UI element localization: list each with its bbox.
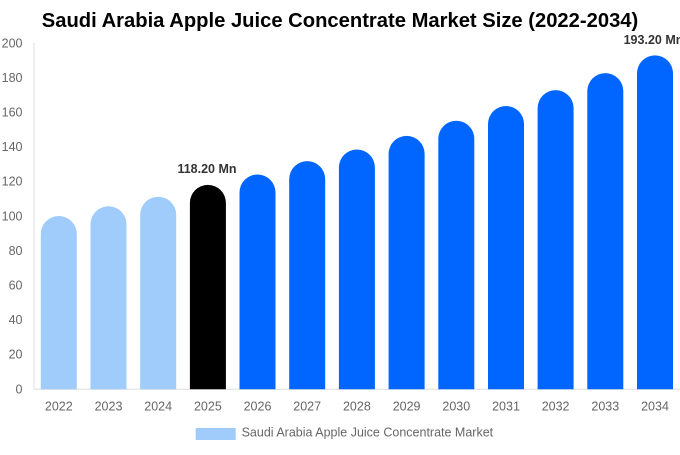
svg-text:118.20 Mn: 118.20 Mn: [177, 162, 236, 176]
svg-text:2023: 2023: [95, 399, 123, 413]
svg-text:100: 100: [2, 209, 23, 223]
svg-text:2033: 2033: [591, 399, 619, 413]
svg-text:120: 120: [2, 175, 23, 189]
svg-text:2030: 2030: [442, 399, 470, 413]
svg-text:2024: 2024: [144, 399, 172, 413]
svg-text:193.20 Mn: 193.20 Mn: [624, 33, 680, 47]
svg-text:2025: 2025: [194, 399, 222, 413]
svg-text:80: 80: [9, 244, 23, 258]
svg-text:2022: 2022: [45, 399, 73, 413]
svg-text:2031: 2031: [492, 399, 520, 413]
svg-text:200: 200: [2, 36, 23, 50]
svg-text:2034: 2034: [641, 399, 669, 413]
svg-text:60: 60: [9, 279, 23, 293]
svg-text:2026: 2026: [244, 399, 272, 413]
svg-text:140: 140: [2, 140, 23, 154]
svg-text:Saudi Arabia Apple Juice Conce: Saudi Arabia Apple Juice Concentrate Mar…: [242, 426, 494, 440]
svg-text:180: 180: [2, 71, 23, 85]
svg-text:2028: 2028: [343, 399, 371, 413]
svg-text:2029: 2029: [393, 399, 421, 413]
svg-text:40: 40: [9, 313, 23, 327]
svg-text:0: 0: [16, 382, 23, 396]
svg-text:20: 20: [9, 348, 23, 362]
svg-text:2027: 2027: [293, 399, 321, 413]
svg-text:Saudi Arabia Apple Juice Conce: Saudi Arabia Apple Juice Concentrate Mar…: [42, 10, 639, 32]
svg-text:2032: 2032: [542, 399, 570, 413]
svg-text:160: 160: [2, 106, 23, 120]
